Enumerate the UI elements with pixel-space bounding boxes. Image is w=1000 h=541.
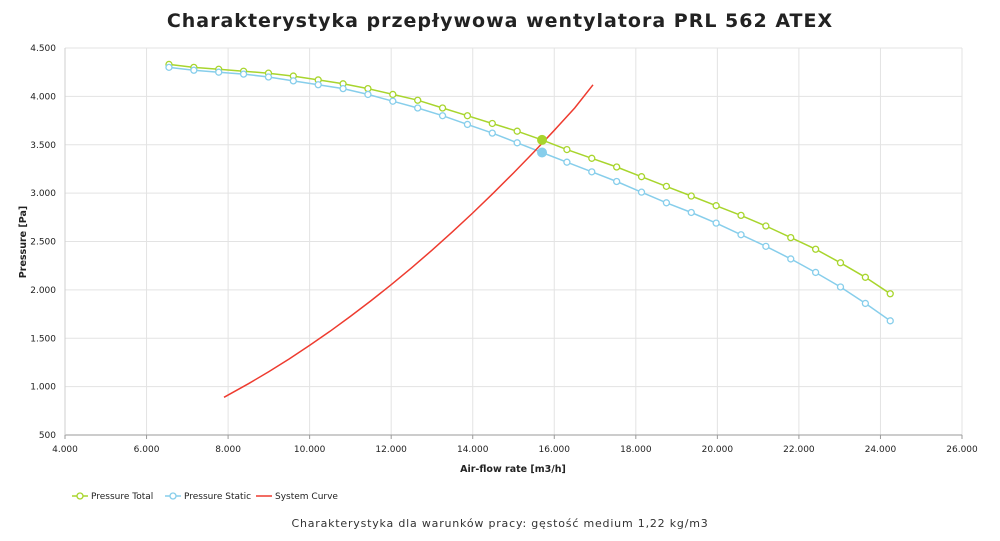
data-point [364, 90, 372, 99]
data-point [637, 188, 646, 196]
x-axis-label: Air-flow rate [m3/h] [460, 464, 566, 475]
x-tick-label: 6.000 [134, 445, 160, 455]
x-tick-label: 22.000 [783, 445, 815, 455]
data-point [613, 177, 621, 186]
x-tick-label: 8.000 [215, 445, 241, 455]
data-point [339, 84, 347, 93]
legend: Pressure Total Pressure Static System Curv… [72, 492, 338, 502]
chart-title: Charakterystyka przepływowa wentylatora … [166, 10, 834, 32]
data-point [414, 96, 422, 104]
legend-label: Pressure Static [184, 492, 251, 502]
data-point [787, 255, 795, 263]
data-point [463, 120, 472, 129]
y-tick-label: 1.000 [30, 383, 56, 393]
data-point [687, 192, 695, 200]
y-tick-label: 2.500 [30, 238, 56, 248]
data-point [687, 208, 695, 217]
series-line [223, 84, 594, 398]
series-line [168, 63, 891, 295]
data-point [463, 112, 472, 120]
data-point [861, 273, 870, 281]
data-point [190, 66, 198, 74]
data-point [563, 158, 571, 166]
y-tick-label: 3.000 [30, 189, 56, 199]
chart-subtitle: Charakterystyka dla warunków pracy: gęst… [291, 517, 709, 530]
data-point [613, 163, 621, 171]
data-point [414, 104, 422, 112]
y-tick-label: 2.000 [30, 286, 56, 296]
x-tick-label: 20.000 [702, 445, 734, 455]
data-point [438, 112, 447, 120]
data-point [662, 182, 671, 191]
data-point [886, 317, 894, 325]
data-point [239, 70, 248, 78]
x-tick-label: 4.000 [52, 445, 78, 455]
x-tick-label: 26.000 [946, 445, 978, 455]
y-tick-label: 4.500 [30, 44, 56, 54]
data-point [488, 119, 496, 128]
data-point [364, 84, 372, 93]
x-tick-label: 10.000 [294, 445, 326, 455]
data-point [737, 211, 745, 220]
data-point [314, 81, 322, 89]
series-line [168, 66, 891, 322]
series-layer [165, 60, 894, 398]
data-point [215, 68, 223, 76]
data-point [513, 139, 521, 147]
y-tick-label: 3.500 [30, 141, 56, 151]
legend-label: System Curve [275, 492, 338, 502]
y-tick-label: 1.500 [30, 334, 56, 344]
x-tick-label: 18.000 [620, 445, 652, 455]
x-tick-label: 14.000 [457, 445, 489, 455]
data-point [811, 245, 820, 253]
y-axis-ticks: 500 1.000 1.500 2.000 2.500 3.000 3.500 4.000 4.… [30, 44, 56, 441]
legend-marker [169, 492, 177, 500]
grid [64, 47, 963, 436]
data-point [165, 63, 173, 71]
data-point [712, 202, 720, 210]
data-point [836, 283, 845, 291]
data-point [737, 231, 745, 239]
legend-item: Pressure Static [165, 492, 251, 502]
axes [64, 48, 962, 436]
legend-label: Pressure Total [91, 492, 153, 502]
legend-marker [76, 492, 84, 500]
series-pressure-static [165, 63, 894, 325]
data-point [563, 145, 571, 154]
legend-item: Pressure Total [72, 492, 153, 502]
x-tick-label: 12.000 [375, 445, 407, 455]
data-point [637, 173, 646, 181]
data-point [588, 154, 596, 162]
x-tick-label: 16.000 [539, 445, 571, 455]
y-axis-label: Pressure [Pa] [18, 206, 29, 278]
series-system-curve [223, 84, 594, 398]
data-point [811, 268, 820, 277]
data-point [488, 129, 496, 137]
data-point [438, 104, 447, 112]
data-point [886, 290, 894, 298]
data-point [762, 242, 770, 250]
data-point [588, 168, 596, 176]
data-point [787, 233, 795, 242]
y-tick-label: 4.000 [30, 92, 56, 102]
legend-item: System Curve [256, 492, 338, 502]
data-point [513, 127, 521, 135]
x-axis-ticks: 4.000 6.000 8.000 10.000 12.000 14.000 16.000 1… [52, 435, 978, 455]
operating-point-static [537, 147, 548, 158]
data-point [264, 73, 273, 81]
x-tick-label: 24.000 [865, 445, 897, 455]
data-point [762, 222, 770, 230]
data-point [712, 219, 720, 227]
data-point [662, 199, 671, 207]
data-point [861, 299, 870, 308]
y-tick-label: 500 [39, 431, 56, 441]
operating-point-total [537, 134, 548, 145]
data-point [289, 77, 297, 85]
data-point [836, 259, 845, 267]
data-point [389, 97, 397, 105]
data-point [389, 90, 397, 99]
